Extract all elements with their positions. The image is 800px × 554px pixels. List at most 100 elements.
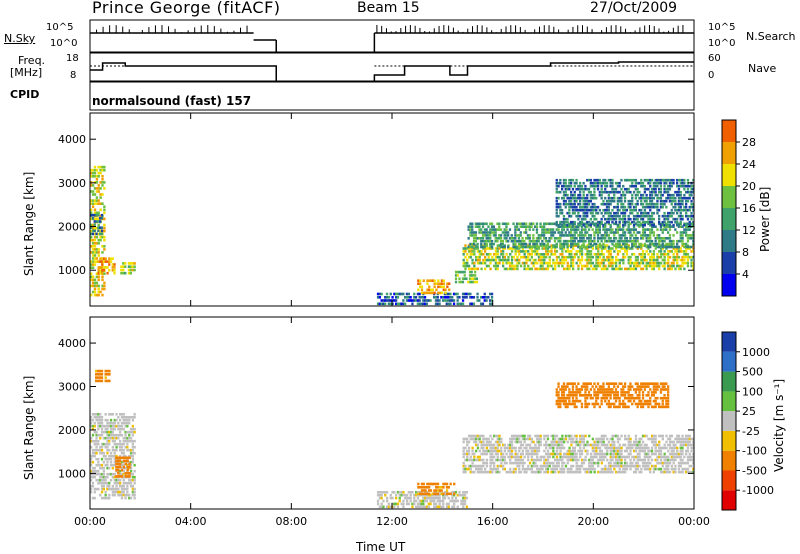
power-cell	[541, 225, 544, 228]
power-cell	[623, 187, 627, 191]
power-cell	[95, 242, 99, 245]
power-cell	[606, 267, 609, 271]
velocity-cell	[600, 396, 603, 400]
velocity-cell	[561, 399, 564, 403]
velocity-cell	[595, 385, 598, 388]
velocity-cell	[586, 385, 589, 388]
power-cell	[437, 279, 440, 282]
power-cell	[91, 257, 95, 260]
velocity-cell	[627, 399, 630, 403]
velocity-cell	[113, 436, 116, 440]
velocity-cell	[618, 443, 621, 447]
velocity-cell	[539, 437, 542, 441]
velocity-cell	[579, 449, 582, 453]
power-cell	[593, 239, 596, 243]
power-cell	[550, 234, 553, 237]
power-cell	[91, 290, 95, 294]
power-cell	[528, 245, 531, 249]
velocity-cell	[624, 470, 627, 474]
velocity-cell	[623, 391, 627, 394]
velocity-cell	[534, 452, 537, 456]
power-cell	[561, 184, 564, 188]
velocity-cell	[598, 388, 601, 391]
velocity-cell	[679, 458, 682, 462]
power-cell	[652, 184, 655, 188]
power-cell	[100, 213, 104, 217]
power-cell	[686, 253, 690, 256]
power-cell	[101, 293, 104, 297]
power-cell	[428, 285, 431, 289]
velocity-cell	[532, 449, 535, 453]
power-cell	[103, 181, 106, 184]
velocity-cell	[562, 391, 566, 394]
power-cell	[568, 184, 571, 188]
power-cell	[645, 245, 648, 249]
power-cell	[607, 193, 610, 197]
velocity-cell	[527, 464, 530, 468]
velocity-cell	[609, 452, 612, 456]
velocity-cell	[686, 446, 690, 450]
power-cell	[670, 244, 673, 247]
velocity-cell	[604, 467, 607, 471]
velocity-cell	[550, 467, 553, 471]
velocity-cell	[548, 461, 551, 465]
velocity-cell	[118, 465, 122, 469]
power-cell	[489, 239, 492, 243]
power-cell	[465, 296, 468, 299]
velocity-cell	[609, 443, 612, 447]
power-cell	[501, 231, 504, 234]
power-cell	[658, 190, 661, 194]
power-cell	[641, 196, 645, 200]
velocity-cell	[548, 443, 551, 447]
velocity-cell	[126, 448, 129, 452]
power-cell	[604, 244, 607, 247]
velocity-cell	[616, 405, 619, 409]
power-cell	[577, 214, 580, 218]
power-cell	[555, 208, 558, 212]
power-cell	[570, 255, 573, 259]
power-cell	[649, 261, 652, 265]
velocity-cell	[649, 396, 652, 400]
power-cell	[647, 264, 650, 268]
velocity-cell	[122, 448, 125, 452]
velocity-cell	[473, 464, 476, 468]
power-cell	[690, 237, 693, 240]
power-cell	[382, 299, 385, 302]
velocity-cell	[117, 472, 120, 475]
velocity-cell	[672, 452, 675, 456]
velocity-cell	[115, 418, 118, 422]
velocity-cell	[90, 457, 93, 461]
power-cell	[634, 264, 638, 268]
power-cell	[588, 267, 591, 271]
power-cell	[527, 258, 530, 262]
power-cell	[609, 253, 612, 256]
power-cell	[654, 190, 657, 194]
velocity-cell	[100, 445, 104, 449]
velocity-cell	[645, 443, 648, 447]
velocity-cell	[122, 481, 125, 485]
power-cell	[509, 264, 512, 268]
velocity-cell	[102, 484, 105, 488]
power-cell	[101, 165, 104, 169]
power-cell	[602, 223, 605, 227]
velocity-cell	[643, 402, 646, 406]
power-cell	[469, 253, 472, 256]
power-cell	[553, 239, 557, 243]
velocity-cell	[525, 449, 528, 453]
velocity-cell	[111, 445, 114, 449]
power-cell	[571, 234, 575, 237]
velocity-heatmap	[90, 369, 695, 509]
power-cell	[647, 247, 650, 250]
power-cell	[548, 222, 551, 226]
power-cell	[586, 220, 589, 224]
velocity-cell	[100, 484, 104, 488]
power-cell	[106, 271, 109, 275]
power-cell	[587, 223, 591, 227]
power-cell	[645, 202, 648, 206]
power-cell	[668, 234, 672, 237]
power-cell	[443, 296, 447, 299]
power-cell	[99, 232, 102, 236]
power-cell	[613, 196, 616, 200]
velocity-cell	[402, 502, 405, 506]
power-cell	[570, 234, 573, 237]
